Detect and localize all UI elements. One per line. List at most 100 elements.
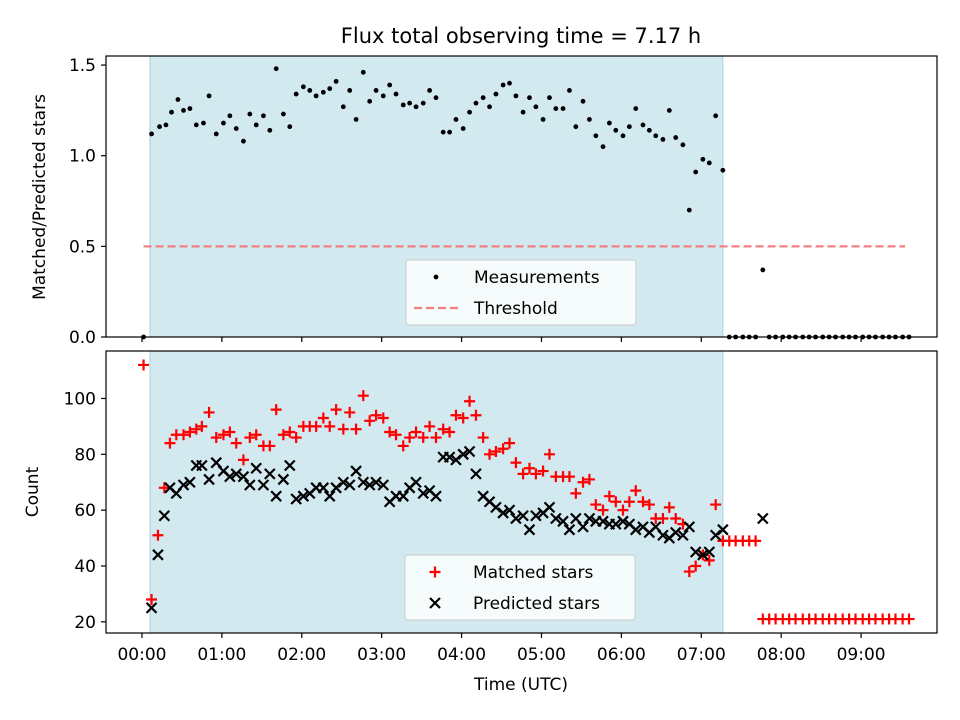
x-axis-label: Time (UTC)	[473, 675, 568, 695]
legend-label: Matched stars	[473, 563, 593, 583]
matched-stars-point	[164, 437, 176, 449]
bottom-axes-frame	[105, 350, 938, 634]
predicted-stars-point	[610, 518, 622, 530]
predicted-stars-point	[490, 501, 502, 514]
matched-stars-point	[610, 496, 622, 508]
measurements-point	[353, 117, 359, 122]
predicted-stars-point	[184, 476, 196, 489]
measurements-point	[547, 95, 552, 101]
measurements-point	[720, 167, 726, 173]
measurements-point	[507, 80, 512, 86]
matched-stars-point	[244, 432, 256, 444]
predicted-stars-point	[244, 479, 256, 491]
measurements-point	[606, 120, 612, 126]
measurements-point	[693, 169, 699, 175]
bottom-y-axis-label: Count	[23, 466, 43, 517]
top-y-tick-label: 1.0	[69, 147, 96, 167]
matched-stars-point	[310, 420, 322, 432]
predicted-stars-point	[577, 521, 589, 533]
measurements-point	[513, 93, 519, 99]
matched-stars-point	[364, 415, 376, 427]
predicted-stars-point	[583, 512, 596, 525]
matched-stars-point	[623, 496, 635, 508]
matched-stars-point	[530, 468, 542, 480]
predicted-stars-point	[617, 515, 629, 528]
measurements-point	[387, 82, 393, 88]
measurements-point	[360, 69, 366, 75]
x-tick-label: 03:00	[357, 645, 406, 665]
predicted-stars-point	[297, 490, 310, 502]
matched-stars-point	[264, 440, 276, 452]
matched-stars-point	[517, 468, 529, 480]
measurements-point	[393, 91, 399, 97]
predicted-stars-point	[370, 476, 382, 489]
matched-stars-point	[710, 499, 722, 511]
matched-stars-point	[410, 426, 422, 438]
measurements-point	[540, 117, 546, 122]
matched-stars-point	[590, 499, 602, 511]
predicted-stars-point	[284, 459, 296, 472]
x-tick-label: 06:00	[597, 645, 646, 665]
measurements-point	[620, 133, 626, 139]
bottom-y-tick-label: 80	[74, 445, 96, 465]
matched-stars-point	[464, 395, 476, 407]
predicted-stars-point	[550, 512, 562, 525]
measurements-point	[420, 100, 426, 106]
predicted-stars-point	[250, 462, 262, 475]
matched-stars-point	[203, 406, 215, 418]
predicted-stars-point	[503, 504, 516, 516]
matched-stars-point	[543, 448, 555, 460]
top-y-tick-label: 1.5	[69, 56, 96, 76]
predicted-stars-point	[517, 509, 529, 522]
measurements-point	[347, 88, 353, 93]
matched-stars-point	[537, 465, 549, 477]
matched-stars-point	[603, 490, 615, 502]
measurements-point	[320, 89, 326, 95]
predicted-stars-point	[463, 445, 476, 458]
measurements-point	[175, 97, 181, 102]
x-tick-label: 07:00	[677, 645, 726, 665]
measurements-point	[193, 122, 199, 128]
matched-stars-point	[523, 462, 535, 474]
legend-swatch	[433, 274, 439, 280]
measurements-point	[713, 113, 719, 119]
predicted-stars-point	[196, 459, 208, 472]
measurements-point	[593, 133, 599, 139]
top-legend: Measurements Threshold	[405, 259, 637, 326]
measurements-point	[533, 104, 539, 110]
matched-stars-point	[317, 412, 329, 424]
measurements-point	[241, 138, 246, 144]
measurements-point	[227, 113, 233, 119]
predicted-stars-point	[470, 468, 482, 480]
measurements-point	[460, 126, 466, 131]
measurements-point	[573, 124, 579, 130]
matched-stars-point	[210, 432, 222, 444]
matched-stars-point	[196, 420, 208, 432]
measurements-point	[233, 126, 239, 131]
matched-stars-point	[424, 420, 436, 432]
matched-stars-point	[152, 529, 164, 541]
predicted-stars-point	[629, 523, 642, 536]
matched-stars-point	[690, 560, 702, 572]
matched-stars-point	[490, 446, 502, 458]
predicted-stars-point	[657, 529, 669, 542]
x-tick-label: 08:00	[757, 645, 806, 665]
matched-stars-point	[577, 476, 589, 488]
matched-stars-point	[404, 432, 416, 444]
measurements-point	[247, 111, 253, 117]
matched-stars-point	[484, 448, 496, 460]
measurements-point	[600, 144, 606, 150]
predicted-stars-point	[152, 549, 164, 561]
predicted-stars-point	[290, 493, 302, 505]
matched-stars-point	[284, 426, 296, 438]
matched-stars-point	[457, 412, 469, 424]
measurements-point	[473, 100, 479, 106]
predicted-stars-point	[717, 523, 729, 536]
measurements-point	[653, 133, 659, 139]
measurements-point	[760, 267, 766, 273]
predicted-stars-point	[264, 468, 276, 480]
measurements-point	[580, 98, 586, 104]
measurements-point	[487, 104, 492, 110]
predicted-stars-point	[417, 487, 429, 500]
measurements-point	[493, 91, 499, 97]
